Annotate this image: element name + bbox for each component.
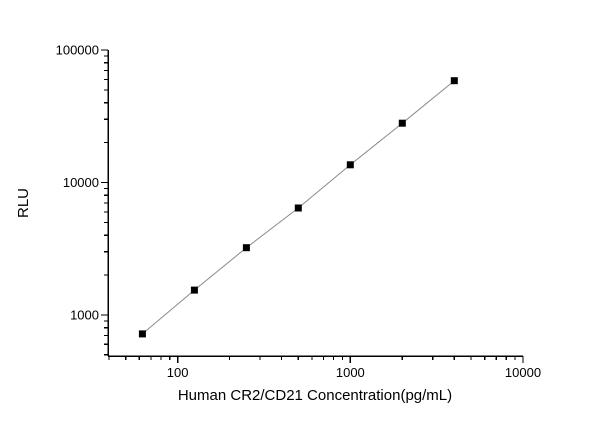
x-tick-label: 1000 <box>336 365 365 380</box>
x-tick-label: 10000 <box>505 365 541 380</box>
y-axis-title: RLU <box>15 188 32 218</box>
x-tick-label: 100 <box>167 365 189 380</box>
x-axis-title: Human CR2/CD21 Concentration(pg/mL) <box>178 387 452 404</box>
tick-marks <box>101 49 524 363</box>
y-tick-label: 1000 <box>70 307 99 322</box>
y-tick-label: 10000 <box>63 175 99 190</box>
data-point-marker <box>190 286 198 294</box>
data-point-marker <box>242 244 250 252</box>
data-point-marker <box>346 161 354 169</box>
tick-labels: 100 1000 10000 1000 10000 100000 <box>56 43 541 381</box>
data-point-marker <box>450 77 458 85</box>
y-tick-label: 100000 <box>56 43 99 58</box>
data-point-marker <box>294 204 302 212</box>
data-point-marker <box>138 330 146 338</box>
data-point-marker <box>398 119 406 127</box>
data-series <box>138 77 458 338</box>
